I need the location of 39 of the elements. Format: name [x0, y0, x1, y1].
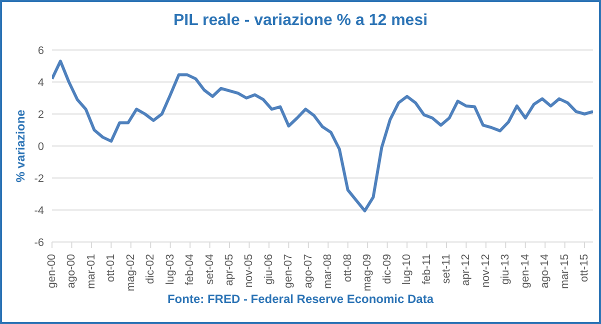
source-note: Fonte: FRED - Federal Reserve Economic Data [166, 292, 435, 306]
x-tick-label: set-04 [204, 254, 216, 285]
x-tick-label: mag-09 [362, 254, 374, 292]
x-tick-label: giu-13 [500, 254, 512, 285]
x-tick-label: nov-05 [243, 254, 256, 288]
y-tick-label: 2 [38, 108, 44, 121]
x-tick-label: ott-15 [578, 254, 591, 282]
x-tick-label: gen-00 [46, 254, 58, 288]
x-tick-label: mar-01 [85, 254, 98, 289]
y-axis-title: % variazione [13, 109, 28, 182]
x-tick-label: apr-12 [460, 254, 472, 286]
x-tick-label: feb-11 [420, 254, 433, 284]
x-tick-label: mar-15 [558, 254, 571, 289]
y-tick-label: -4 [34, 204, 44, 217]
x-tick-label: gen-14 [519, 254, 532, 288]
y-tick-label: 6 [38, 44, 44, 57]
x-tick-label: ago-00 [66, 254, 78, 288]
x-tick-label: apr-05 [224, 254, 236, 286]
y-tick-label: -2 [34, 172, 44, 185]
x-tick-label: mag-02 [124, 254, 137, 292]
y-tick-label: 4 [38, 76, 44, 89]
chart-title: PIL reale - variazione % a 12 mesi [172, 12, 429, 30]
x-tick-label: dic-02 [144, 254, 157, 284]
y-tick-label: 0 [38, 140, 44, 153]
line-series [52, 60, 593, 212]
x-tick-label: ott-01 [105, 254, 118, 282]
x-tick-label: lug-03 [164, 254, 176, 285]
x-tick-label: feb-04 [184, 254, 196, 286]
x-tick-label: ott-08 [342, 254, 354, 282]
y-tick-label: -6 [34, 236, 44, 249]
x-tick-label: gen-07 [282, 254, 295, 288]
x-tick-label: ago-07 [302, 254, 314, 288]
x-tick-label: lug-10 [401, 254, 414, 285]
x-tick-label: giu-06 [262, 254, 275, 285]
x-tick-label: dic-09 [381, 254, 394, 284]
x-tick-label: mar-08 [322, 254, 334, 289]
x-tick-label: set-11 [440, 254, 452, 284]
x-tick-label: ago-14 [539, 254, 552, 288]
x-tick-label: nov-12 [480, 254, 492, 288]
